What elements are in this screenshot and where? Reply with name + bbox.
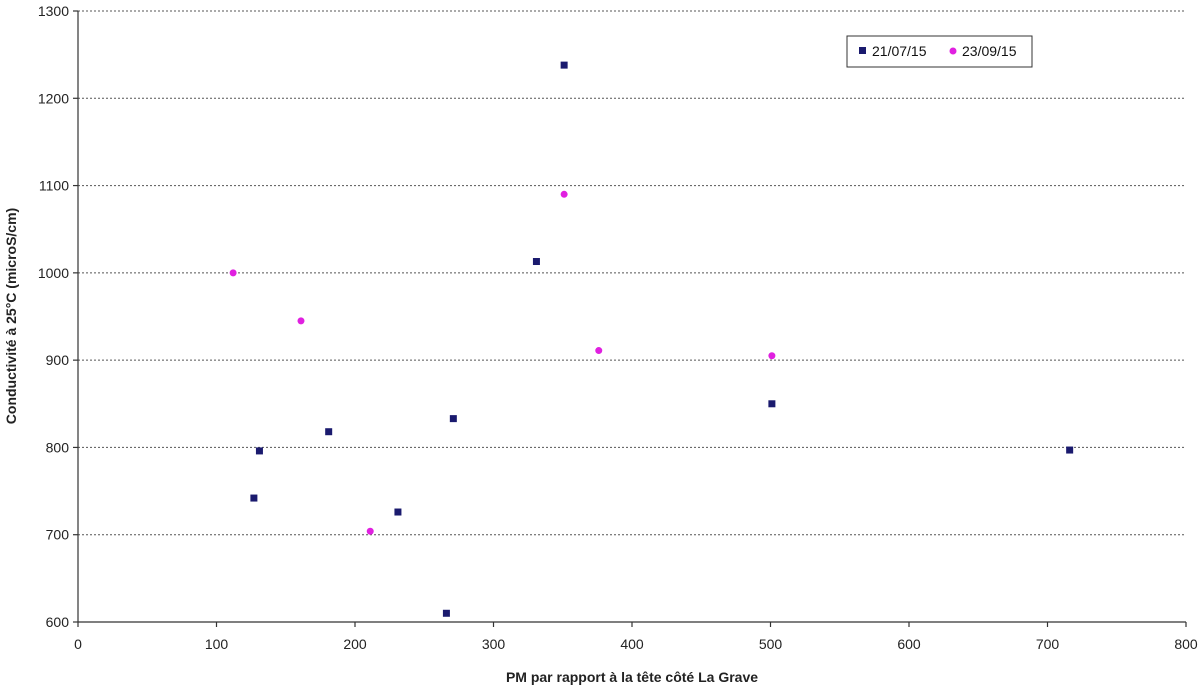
y-tick-label: 1100 (39, 178, 69, 194)
y-tick-label: 900 (46, 352, 70, 368)
x-tick-label: 100 (205, 636, 229, 652)
data-point-series-2-4 (560, 190, 568, 198)
grid-layer (78, 10, 1186, 536)
x-tick-label: 600 (897, 636, 921, 652)
y-tick-label: 1200 (38, 90, 69, 106)
legend: 21/07/15 23/09/15 (846, 35, 1033, 68)
x-tick-label: 400 (620, 636, 644, 652)
data-point-series-1-1 (250, 494, 258, 502)
data-point-series-1-2 (255, 447, 263, 455)
y-axis-title: Conductivité à 25°C (microS/cm) (3, 208, 19, 424)
legend-label-series-2: 23/09/15 (962, 43, 1017, 59)
y-tick-label: 1300 (38, 3, 69, 19)
y-tick-label: 1000 (38, 265, 69, 281)
legend-marker-series-1 (859, 47, 866, 54)
data-point-series-1-5 (442, 609, 450, 617)
x-tick-label: 500 (759, 636, 783, 652)
y-tick-label: 700 (46, 527, 70, 543)
data-point-series-1-7 (532, 258, 540, 266)
data-point-series-2-3 (366, 527, 374, 535)
x-tick-label: 800 (1174, 636, 1198, 652)
data-point-series-2-6 (768, 352, 776, 360)
x-tick-label: 300 (482, 636, 506, 652)
data-point-series-2-5 (595, 347, 603, 355)
x-tick-label: 200 (343, 636, 367, 652)
x-tick-label: 700 (1036, 636, 1060, 652)
y-tick-label: 800 (46, 439, 70, 455)
data-point-series-2-1 (229, 269, 237, 277)
data-point-series-1-9 (768, 400, 776, 408)
x-axis-title: PM par rapport à la tête côté La Grave (506, 669, 758, 685)
points-layer (229, 61, 1074, 617)
data-point-series-1-10 (1066, 446, 1074, 454)
ticks-layer: 600 700 800 900 1000 1100 1200 1300 0 100 200 300 40… (38, 3, 1198, 652)
data-point-series-1-8 (560, 61, 568, 69)
data-point-series-1-6 (449, 415, 457, 423)
data-point-series-2-2 (297, 317, 305, 325)
x-tick-label: 0 (74, 636, 82, 652)
data-point-series-1-4 (394, 508, 402, 516)
legend-label-series-1: 21/07/15 (872, 43, 927, 59)
legend-marker-series-2 (949, 47, 957, 55)
axes-layer (77, 11, 1186, 623)
y-tick-label: 600 (46, 614, 70, 630)
legend-box (846, 35, 1033, 68)
data-point-series-1-3 (325, 428, 333, 436)
